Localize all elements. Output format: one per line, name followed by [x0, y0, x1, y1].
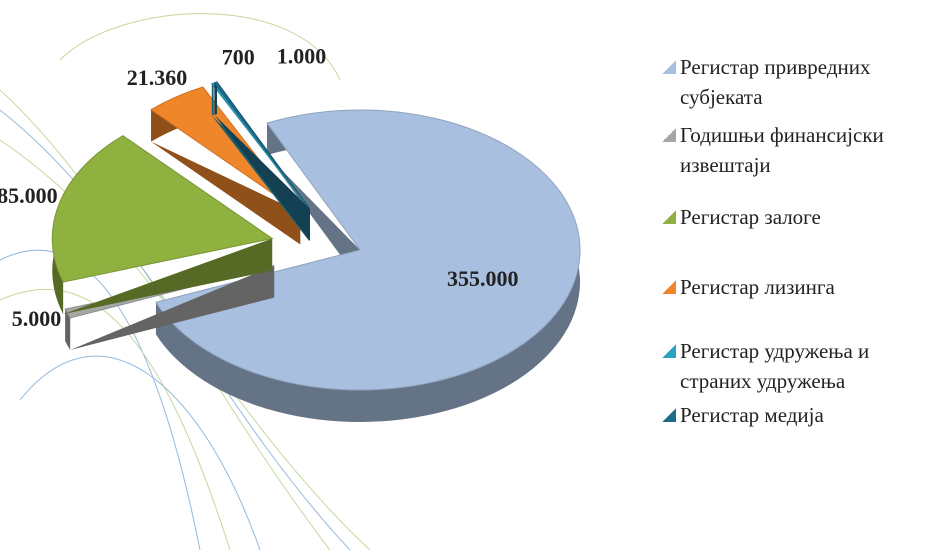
value-label: 1.000 [277, 43, 327, 68]
value-label: 85.000 [0, 183, 58, 208]
legend-label: Регистар лизинга [680, 275, 835, 299]
value-label: 355.000 [447, 266, 519, 291]
slice [155, 109, 581, 391]
legend-swatch [662, 210, 676, 224]
value-label: 700 [222, 45, 255, 70]
legend-swatch [662, 60, 676, 74]
pie-area: 355.000 5.000 85.000 21.360 700 1.000 [0, 13, 581, 550]
legend-item: Регистар лизинга [662, 272, 942, 302]
legend-swatch [662, 344, 676, 358]
legend-label: Регистар залоге [680, 205, 821, 229]
legend-label: Годишњи финансијски извештаји [680, 123, 884, 177]
slice [210, 82, 310, 210]
value-label: 5.000 [12, 306, 62, 331]
slice-side [214, 82, 310, 241]
legend-item: Регистар залоге [662, 202, 942, 232]
legend-item: Регистар медија [662, 400, 942, 430]
legend-item: Годишњи финансијски извештаји [662, 120, 942, 180]
legend-swatch [662, 280, 676, 294]
legend-label: Регистар удружења и страних удружења [680, 339, 870, 393]
legend-item: Регистар удружења и страних удружења [662, 336, 942, 396]
legend: Регистар привредних субјеката Годишњи фин… [662, 52, 942, 430]
legend-item: Регистар привредних субјеката [662, 52, 942, 112]
slice [51, 135, 274, 283]
legend-swatch [662, 408, 676, 422]
legend-label: Регистар медија [680, 403, 824, 427]
legend-swatch [662, 128, 676, 142]
legend-label: Регистар привредних субјеката [680, 55, 871, 109]
slice [213, 81, 311, 210]
value-label: 21.360 [127, 65, 188, 90]
